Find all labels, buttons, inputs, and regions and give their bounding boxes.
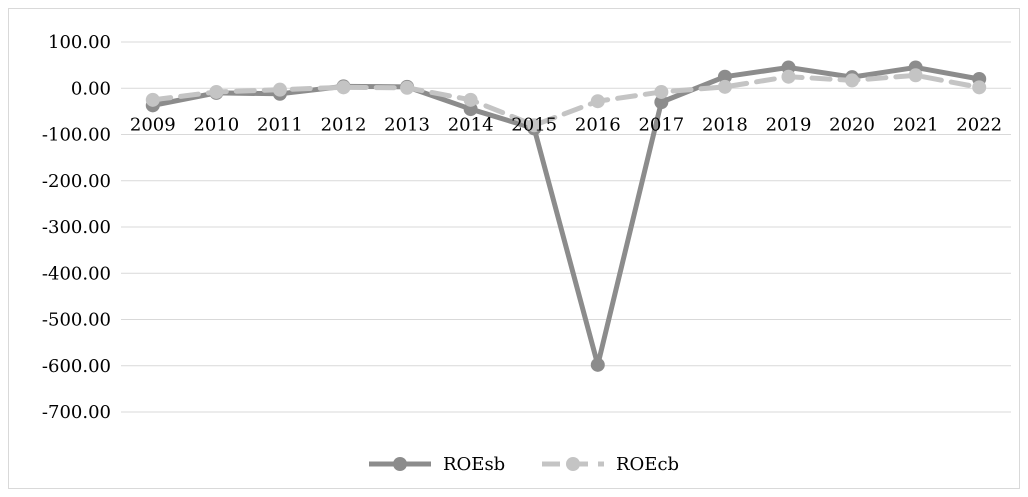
x-category-label: 2017 (638, 114, 684, 135)
data-point (400, 80, 415, 95)
series-line (150, 72, 982, 128)
legend-marker (393, 457, 407, 471)
legend-label: ROEcb (616, 454, 679, 475)
x-category-label: 2016 (575, 114, 621, 135)
line-chart: 100.00 0.00 -100.00 -200.00 -300.00 -400.00 -5… (42, 32, 1011, 475)
data-point (781, 69, 796, 84)
gridlines (121, 41, 1011, 413)
x-category-label: 2009 (130, 114, 176, 135)
data-point (590, 94, 605, 109)
y-tick-label: -600.00 (42, 356, 111, 377)
series-line (150, 64, 982, 368)
legend-item-roesb: ROEsb (369, 454, 505, 475)
data-point (654, 84, 669, 99)
y-tick-label: 100.00 (48, 32, 111, 53)
x-category-label: 2014 (448, 114, 494, 135)
x-category-label: 2011 (257, 114, 303, 135)
x-category-label: 2010 (193, 114, 239, 135)
series-lines (145, 60, 987, 372)
series-roecb (145, 68, 987, 133)
series-roesb (145, 60, 987, 372)
data-point (336, 80, 351, 95)
x-axis-category-labels: 2009 2010 2011 2012 2013 2014 2015 2016 2017 2018… (130, 114, 1002, 135)
x-category-label: 2013 (384, 114, 430, 135)
data-point (717, 69, 732, 84)
data-point (527, 118, 542, 133)
data-point (145, 92, 160, 107)
y-tick-label: -500.00 (42, 310, 111, 331)
x-category-label: 2022 (956, 114, 1002, 135)
data-point (463, 92, 478, 107)
y-tick-label: -400.00 (42, 263, 111, 284)
legend-item-roecb: ROEcb (542, 454, 679, 475)
x-category-label: 2021 (893, 114, 939, 135)
y-tick-label: -700.00 (42, 402, 111, 423)
y-tick-label: 0.00 (71, 78, 111, 99)
x-category-label: 2020 (829, 114, 875, 135)
legend-marker (566, 457, 580, 471)
legend: ROEsb ROEcb (369, 454, 679, 475)
data-point (972, 80, 987, 95)
data-point (209, 84, 224, 99)
data-point (717, 79, 732, 94)
y-axis-tick-labels: 100.00 0.00 -100.00 -200.00 -300.00 -400.00 -5… (42, 32, 111, 423)
x-category-label: 2015 (511, 114, 557, 135)
chart-area: 100.00 0.00 -100.00 -200.00 -300.00 -400.00 -5… (8, 8, 1020, 489)
legend-label: ROEsb (443, 454, 505, 475)
data-point (845, 73, 860, 88)
data-point (908, 68, 923, 83)
data-point (654, 95, 669, 110)
y-tick-label: -200.00 (42, 171, 111, 192)
y-tick-label: -300.00 (42, 217, 111, 238)
x-category-label: 2019 (766, 114, 812, 135)
y-tick-label: -100.00 (42, 125, 111, 146)
data-point (272, 82, 287, 97)
x-category-label: 2018 (702, 114, 748, 135)
x-category-label: 2012 (321, 114, 367, 135)
data-point (590, 357, 605, 372)
